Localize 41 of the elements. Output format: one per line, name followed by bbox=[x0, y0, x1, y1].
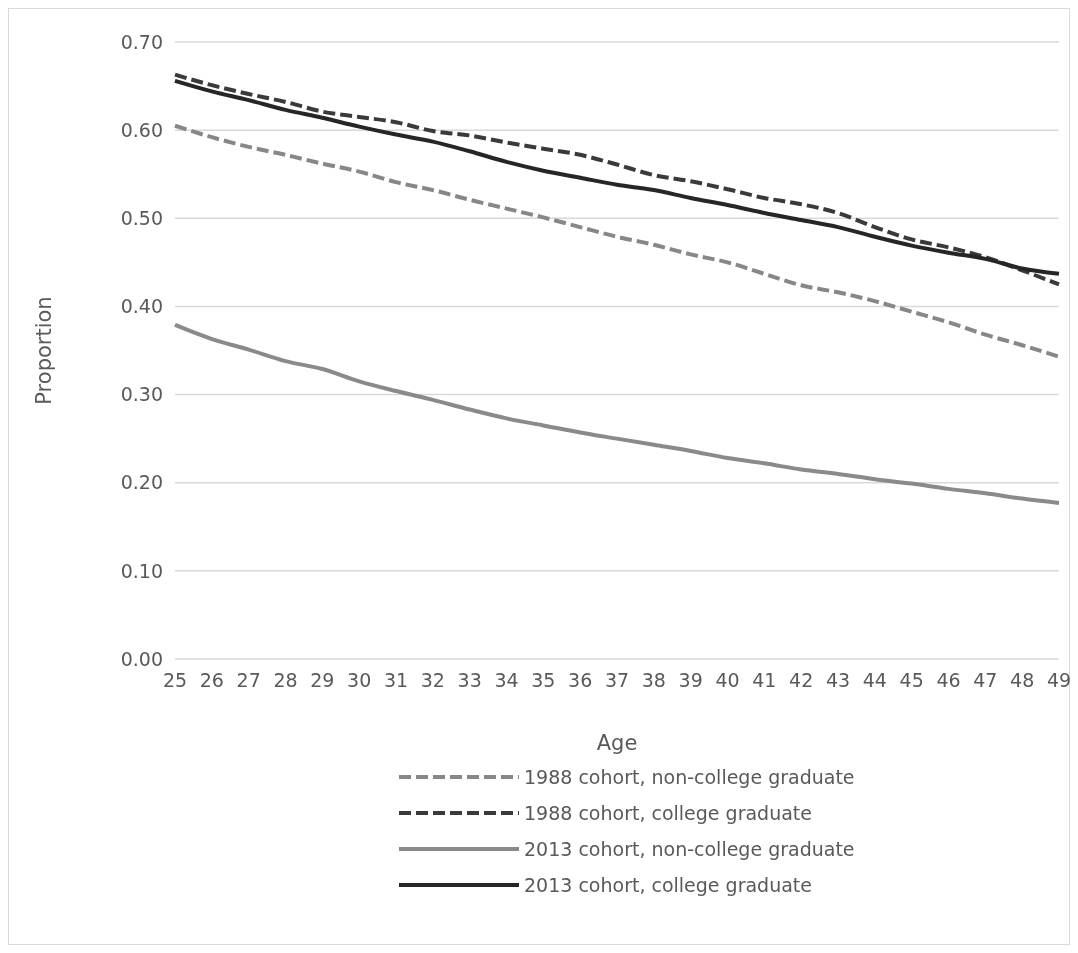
x-tick-label: 27 bbox=[236, 669, 261, 691]
line-series bbox=[173, 322, 1061, 505]
x-tick-label: 33 bbox=[457, 669, 482, 691]
x-tick-label: 36 bbox=[568, 669, 593, 691]
x-tick-label: 45 bbox=[899, 669, 924, 691]
x-tick-label: 44 bbox=[862, 669, 887, 691]
x-tick-label: 26 bbox=[199, 669, 224, 691]
x-tick-label: 35 bbox=[531, 669, 556, 691]
y-tick-label: 0.20 bbox=[120, 471, 163, 494]
x-tick-label: 38 bbox=[641, 669, 666, 691]
x-tick-label: 34 bbox=[494, 669, 519, 691]
x-tick-label: 39 bbox=[678, 669, 703, 691]
x-tick-label: 28 bbox=[273, 669, 298, 691]
x-tick-label: 31 bbox=[383, 669, 409, 691]
x-tick-label: 46 bbox=[936, 669, 961, 691]
legend-label: 1988 cohort, college graduate bbox=[524, 801, 812, 824]
x-axis-title: Age bbox=[596, 731, 638, 755]
x-tick-label: 47 bbox=[973, 669, 998, 691]
y-tick-label: 0.00 bbox=[120, 647, 163, 670]
x-tick-label: 30 bbox=[347, 669, 372, 691]
y-tick-label: 0.10 bbox=[120, 559, 163, 582]
legend-label: 2013 cohort, non-college graduate bbox=[524, 837, 855, 860]
y-tick-label: 0.70 bbox=[120, 30, 163, 53]
y-tick-label: 0.40 bbox=[120, 295, 163, 318]
x-tick-label: 29 bbox=[310, 669, 335, 691]
x-tick-label: 32 bbox=[420, 669, 445, 691]
x-tick-label: 43 bbox=[825, 669, 851, 691]
y-tick-label: 0.60 bbox=[120, 118, 163, 141]
x-tick-label: 37 bbox=[604, 669, 630, 691]
x-tick-label: 41 bbox=[752, 669, 777, 691]
x-tick-label: 49 bbox=[1046, 669, 1072, 691]
x-tick-label: 48 bbox=[1010, 669, 1035, 691]
legend-label: 1988 cohort, non-college graduate bbox=[524, 765, 855, 788]
y-tick-label: 0.30 bbox=[120, 383, 163, 406]
line-series bbox=[173, 123, 1061, 359]
x-tick-label: 42 bbox=[789, 669, 814, 691]
y-tick-label: 0.50 bbox=[120, 206, 163, 229]
legend-label: 2013 cohort, college graduate bbox=[524, 873, 812, 896]
x-tick-label: 40 bbox=[715, 669, 740, 691]
y-axis-title: Proportion bbox=[32, 296, 56, 405]
x-tick-label: 25 bbox=[162, 669, 188, 691]
